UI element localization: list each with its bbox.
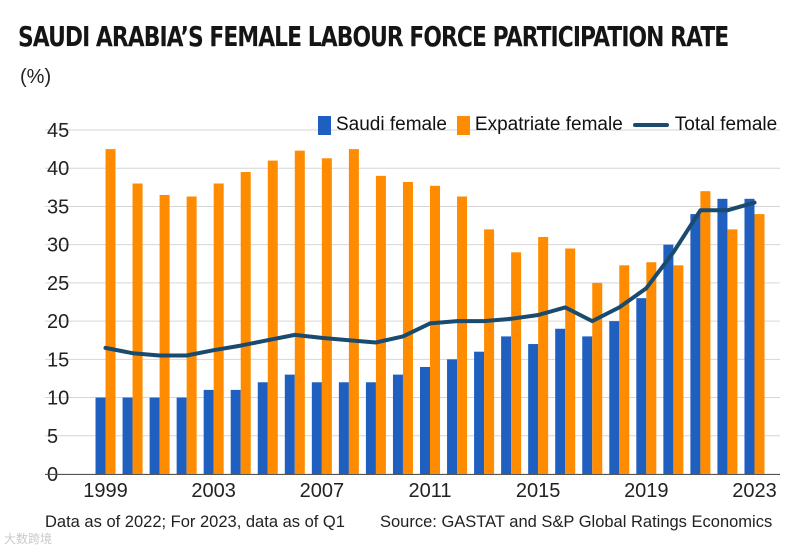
bar-expatriate	[186, 196, 197, 475]
bar-saudi	[311, 382, 322, 474]
x-tick-label: 2023	[732, 480, 777, 502]
y-tick-label: 35	[47, 196, 69, 218]
legend-item-total: Total female	[632, 114, 778, 136]
bar-saudi	[284, 374, 295, 474]
bar-expatriate	[375, 175, 386, 474]
bar-expatriate	[132, 183, 143, 474]
legend-swatch-expatriate	[456, 115, 470, 135]
bar-expatriate	[754, 214, 765, 475]
bar-expatriate	[402, 181, 413, 474]
bar-saudi	[663, 244, 674, 474]
bar-expatriate	[700, 191, 711, 474]
bar-saudi	[744, 198, 755, 475]
x-tick-label: 2019	[624, 480, 669, 502]
bar-expatriate	[267, 160, 278, 475]
bar-expatriate	[213, 183, 224, 474]
legend-item-expatriate: Expatriate female	[456, 114, 623, 136]
bar-expatriate	[673, 265, 684, 474]
bar-saudi	[419, 366, 430, 474]
bar-saudi	[230, 389, 241, 474]
y-tick-label: 30	[47, 235, 69, 257]
bar-expatriate	[646, 262, 657, 474]
y-tick-label: 45	[47, 120, 69, 142]
y-tick-label: 40	[47, 158, 69, 180]
x-tick-label: 2007	[300, 480, 345, 502]
bar-saudi	[203, 389, 214, 474]
y-tick-label: 10	[47, 388, 69, 410]
bar-saudi	[392, 374, 403, 474]
bar-expatriate	[619, 265, 630, 474]
x-tick-label: 2015	[516, 480, 561, 502]
y-tick-label: 25	[47, 273, 69, 295]
y-tick-label: 5	[47, 426, 58, 448]
bar-saudi	[582, 336, 593, 474]
bar-saudi	[474, 351, 485, 474]
bar-expatriate	[484, 229, 495, 474]
source-note: Source: GASTAT and S&P Global Ratings Ec…	[380, 513, 773, 531]
bar-saudi	[717, 198, 728, 475]
legend-swatch-total	[632, 123, 669, 127]
y-tick-label: 15	[47, 349, 69, 371]
bar-saudi	[636, 298, 647, 474]
bar-saudi	[122, 397, 133, 474]
line-total	[103, 200, 757, 358]
bar-saudi	[690, 214, 701, 475]
x-tick-label: 2003	[191, 480, 236, 502]
bar-saudi	[501, 336, 512, 474]
bar-expatriate	[105, 149, 116, 474]
bar-saudi	[609, 321, 620, 474]
bar-expatriate	[321, 158, 332, 475]
bar-saudi	[149, 397, 160, 474]
bar-expatriate	[294, 150, 305, 474]
bar-expatriate	[538, 237, 549, 474]
bar-saudi	[176, 397, 187, 474]
bar-saudi	[95, 397, 106, 474]
footnote: Data as of 2022; For 2023, data as of Q1	[45, 513, 345, 531]
x-tick-label: 1999	[83, 480, 128, 502]
legend: Saudi female Expatriate female Total fem…	[318, 114, 787, 136]
bar-saudi	[338, 382, 349, 474]
unit-label: (%)	[20, 66, 52, 88]
bar-expatriate	[457, 196, 468, 475]
y-tick-label: 20	[47, 311, 69, 333]
legend-item-saudi: Saudi female	[318, 114, 447, 136]
bar-expatriate	[592, 282, 603, 474]
bar-saudi	[365, 382, 376, 474]
legend-label-saudi: Saudi female	[336, 114, 447, 135]
legend-label-expatriate: Expatriate female	[474, 114, 623, 135]
bar-saudi	[447, 359, 458, 474]
bar-expatriate	[565, 248, 576, 474]
x-tick-label: 2011	[408, 480, 451, 502]
bar-expatriate	[240, 172, 251, 475]
bar-saudi	[257, 382, 268, 474]
chart-title: SAUDI ARABIA’S FEMALE LABOUR FORCE PARTI…	[18, 20, 729, 53]
bar-expatriate	[430, 185, 441, 474]
bar-saudi	[528, 344, 539, 474]
bar-expatriate	[159, 194, 170, 474]
legend-label-total: Total female	[674, 114, 778, 135]
watermark: 大数跨境	[4, 532, 53, 546]
bar-expatriate	[511, 252, 522, 474]
legend-swatch-saudi	[318, 115, 331, 135]
bar-saudi	[555, 328, 566, 474]
bar-expatriate	[348, 149, 359, 474]
bar-expatriate	[727, 229, 738, 474]
